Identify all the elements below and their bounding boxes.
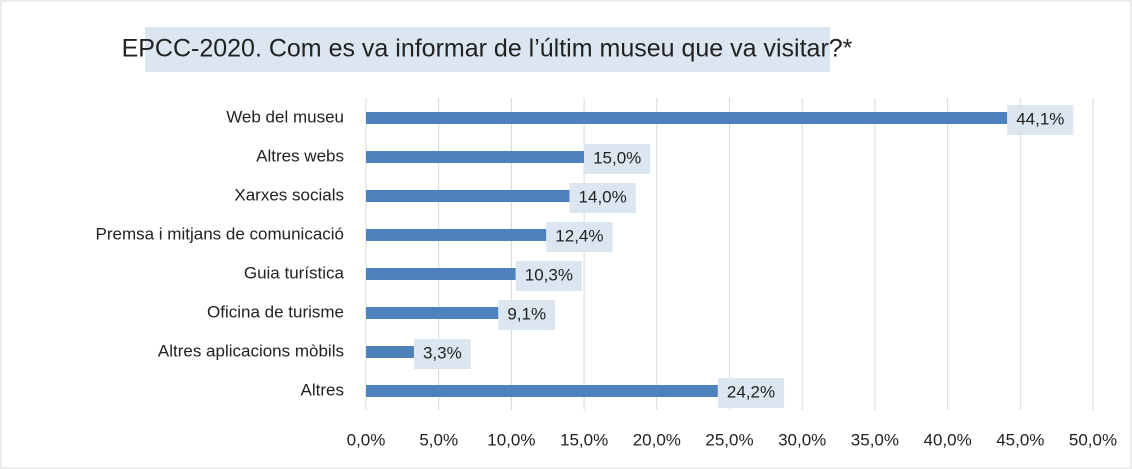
x-tick-label: 40,0% <box>923 430 971 449</box>
value-label: 14,0% <box>579 187 627 206</box>
x-tick-label: 35,0% <box>851 430 899 449</box>
y-tick-label: Oficina de turisme <box>207 302 344 321</box>
bar <box>366 151 585 163</box>
value-label-box <box>717 378 785 408</box>
chart-title: EPCC-2020. Com es va informar de l’últim… <box>122 35 853 63</box>
x-tick-label: 15,0% <box>560 430 608 449</box>
y-tick-label: Altres webs <box>256 146 344 165</box>
value-label: 44,1% <box>1016 109 1064 128</box>
x-tick-label: 0,0% <box>347 430 386 449</box>
y-tick-label: Xarxes socials <box>234 185 344 204</box>
value-label: 12,4% <box>555 226 603 245</box>
y-tick-label: Guia turística <box>244 263 345 282</box>
title-box <box>145 27 830 72</box>
y-tick-label: Altres <box>301 380 344 399</box>
value-label: 24,2% <box>727 382 775 401</box>
bar <box>366 112 1008 124</box>
value-label-box <box>413 339 471 369</box>
value-label-box <box>1007 105 1074 135</box>
y-tick-label: Altres aplicacions mòbils <box>158 341 344 360</box>
bar <box>366 385 718 397</box>
x-tick-label: 20,0% <box>633 430 681 449</box>
y-tick-label: Web del museu <box>226 107 344 126</box>
x-tick-label: 10,0% <box>487 430 535 449</box>
value-label: 15,0% <box>593 148 641 167</box>
value-label-box <box>498 300 556 330</box>
bar <box>366 307 499 319</box>
x-tick-label: 50,0% <box>1069 430 1117 449</box>
x-tick-label: 25,0% <box>705 430 753 449</box>
y-tick-label: Premsa i mitjans de comunicació <box>96 224 344 243</box>
value-label-box <box>569 183 636 213</box>
bar <box>366 229 547 241</box>
value-label: 10,3% <box>525 265 573 284</box>
bar <box>366 346 414 358</box>
x-tick-label: 30,0% <box>778 430 826 449</box>
value-label-box <box>584 144 651 174</box>
x-tick-label: 5,0% <box>419 430 458 449</box>
value-label: 9,1% <box>507 304 546 323</box>
x-tick-label: 45,0% <box>996 430 1044 449</box>
bar <box>366 268 516 280</box>
value-label-box <box>515 261 582 291</box>
value-label-box <box>546 222 613 252</box>
bar <box>366 190 570 202</box>
value-label: 3,3% <box>423 343 462 362</box>
